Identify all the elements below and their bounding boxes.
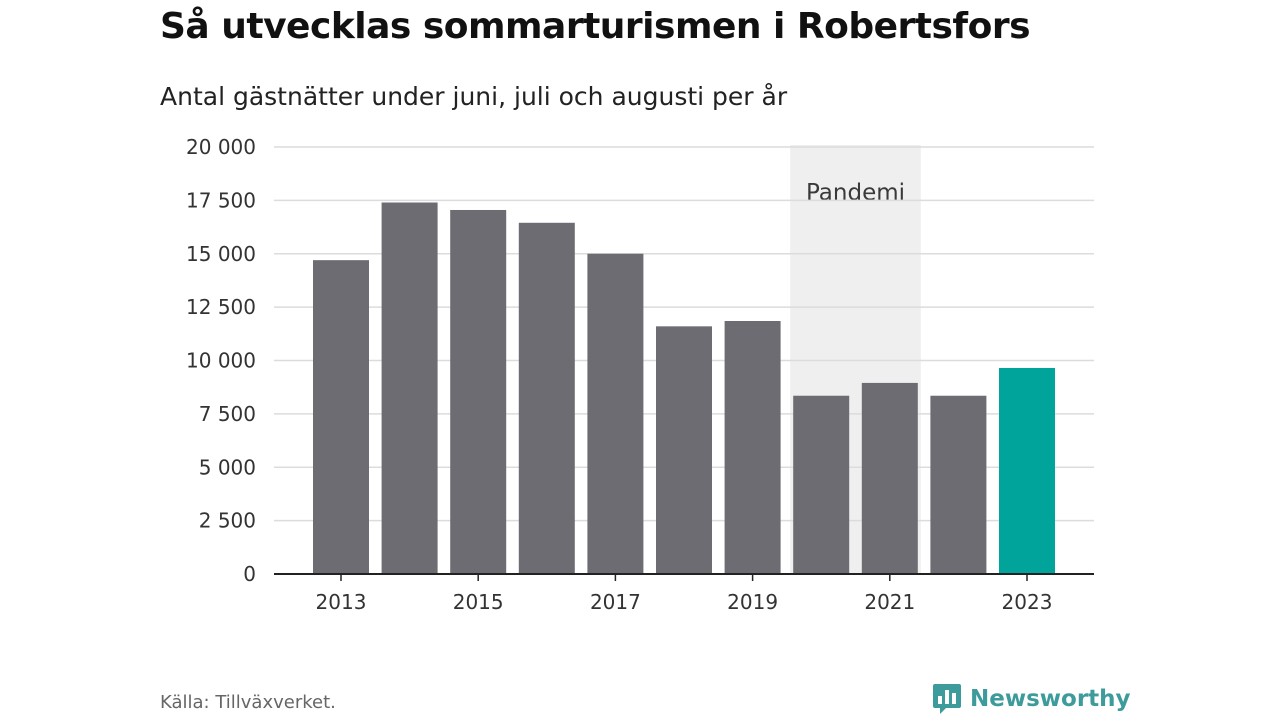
brand-name: Newsworthy — [970, 686, 1131, 712]
bar-2013 — [313, 260, 369, 574]
y-tick-label: 12 500 — [186, 295, 256, 319]
bar-2021 — [861, 382, 918, 574]
bar-2015 — [450, 209, 507, 575]
bar-chart: Pandemi 0 2 500 5 000 7 500 10 000 12 500 15 00… — [186, 135, 1094, 614]
x-tick-label: 2017 — [590, 590, 641, 614]
bar-2022 — [930, 395, 987, 574]
chart-subtitle: Antal gästnätter under juni, juli och au… — [160, 82, 788, 111]
y-tick-label: 20 000 — [186, 135, 256, 159]
x-tick-label: 2013 — [316, 590, 367, 614]
x-tick-label: 2021 — [864, 590, 915, 614]
bar-2016 — [518, 222, 575, 575]
bar-2017 — [587, 253, 644, 574]
y-tick-label: 5 000 — [199, 455, 256, 479]
source-note: Källa: Tillväxverket. — [160, 692, 336, 713]
bar-2019 — [724, 321, 781, 574]
x-tick-label: 2023 — [1002, 590, 1053, 614]
y-tick-label: 7 500 — [199, 402, 256, 426]
y-tick-label: 10 000 — [186, 349, 256, 373]
annotation-label: Pandemi — [806, 180, 905, 206]
bar-2020 — [793, 395, 850, 574]
y-tick-label: 0 — [243, 562, 256, 586]
y-tick-label: 2 500 — [199, 509, 256, 533]
bar-2014 — [381, 202, 438, 574]
newsworthy-logo-icon — [933, 684, 961, 714]
bar-2018 — [656, 326, 712, 574]
chart-title: Så utvecklas sommarturismen i Robertsfor… — [160, 6, 1031, 47]
brand-logo: Newsworthy — [932, 682, 1131, 716]
y-tick-label: 15 000 — [186, 242, 256, 266]
x-tick-label: 2019 — [727, 590, 778, 614]
y-tick-label: 17 500 — [186, 188, 256, 212]
bar-2023 — [999, 367, 1055, 574]
x-tick-label: 2015 — [453, 590, 504, 614]
